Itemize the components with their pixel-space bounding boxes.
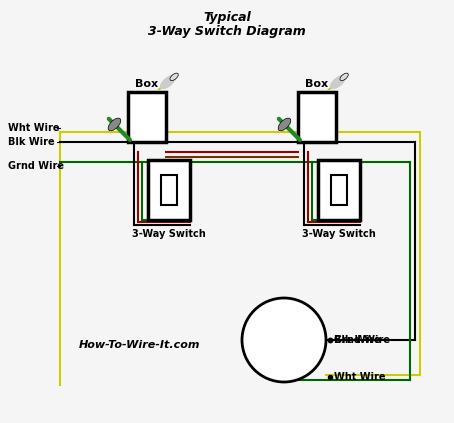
- Text: How-To-Wire-It.com: How-To-Wire-It.com: [79, 340, 201, 350]
- Text: Load: Load: [267, 333, 301, 346]
- Bar: [318, 160, 360, 220]
- Ellipse shape: [331, 75, 345, 88]
- Text: Wht Wire: Wht Wire: [334, 372, 385, 382]
- Ellipse shape: [161, 75, 175, 88]
- Bar: [298, 92, 336, 142]
- Bar: [148, 160, 190, 220]
- Text: Blk Wire: Blk Wire: [334, 335, 380, 345]
- Text: Grnd Wire: Grnd Wire: [8, 161, 64, 171]
- Circle shape: [242, 298, 326, 382]
- Text: Wht Wire: Wht Wire: [8, 123, 59, 133]
- Text: 3-Way Switch: 3-Way Switch: [132, 229, 206, 239]
- Text: Box: Box: [135, 79, 158, 89]
- Ellipse shape: [340, 73, 348, 81]
- Ellipse shape: [278, 118, 291, 131]
- Ellipse shape: [108, 118, 121, 131]
- Text: Blk Wire: Blk Wire: [8, 137, 54, 147]
- Text: 3-Way Switch: 3-Way Switch: [302, 229, 376, 239]
- Text: Typical: Typical: [203, 11, 251, 25]
- Text: Grnd Wire: Grnd Wire: [334, 335, 390, 345]
- Bar: [161, 175, 178, 205]
- Ellipse shape: [170, 73, 178, 81]
- Bar: [128, 92, 166, 142]
- Bar: [331, 175, 347, 205]
- Text: Box: Box: [306, 79, 329, 89]
- Text: 3-Way Switch Diagram: 3-Way Switch Diagram: [148, 25, 306, 38]
